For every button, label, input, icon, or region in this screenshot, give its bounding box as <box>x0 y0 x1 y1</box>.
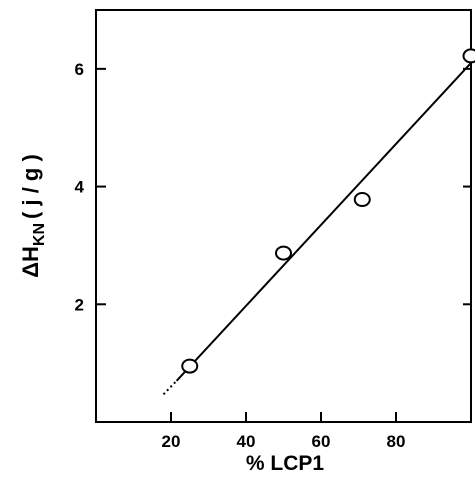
data-point-1 <box>181 358 199 374</box>
y-tick-label-2: 2 <box>75 295 84 314</box>
x-tick-label-60: 60 <box>312 432 331 451</box>
data-point-2 <box>275 245 292 261</box>
x-tick-label-80: 80 <box>387 432 406 451</box>
data-points <box>181 48 475 374</box>
y-axis-label-unit: ( j / g ) <box>18 154 43 219</box>
y-tick-label-4: 4 <box>75 178 85 197</box>
x-axis-ticks: 20 40 60 80 <box>162 412 406 451</box>
y-axis-ticks: 2 4 6 <box>75 60 471 314</box>
x-tick-label-20: 20 <box>162 432 181 451</box>
fit-line-dotted <box>162 380 178 396</box>
fit-line-solid <box>175 62 472 382</box>
data-point-3 <box>353 192 371 208</box>
plot-frame <box>95 9 472 423</box>
y-axis-label: ΔHKN ( j / g ) <box>18 154 48 278</box>
data-point-4 <box>462 48 475 64</box>
y-tick-label-6: 6 <box>75 60 84 79</box>
svg-text:ΔHKN( j / g ): ΔHKN ( j / g ) <box>18 154 48 278</box>
x-axis-label: % LCP1 <box>246 452 325 475</box>
fit-line-group <box>162 62 472 396</box>
y-axis-label-subscript: KN <box>31 223 48 246</box>
y-axis-label-main: ΔH <box>18 246 43 278</box>
x-tick-label-40: 40 <box>237 432 256 451</box>
